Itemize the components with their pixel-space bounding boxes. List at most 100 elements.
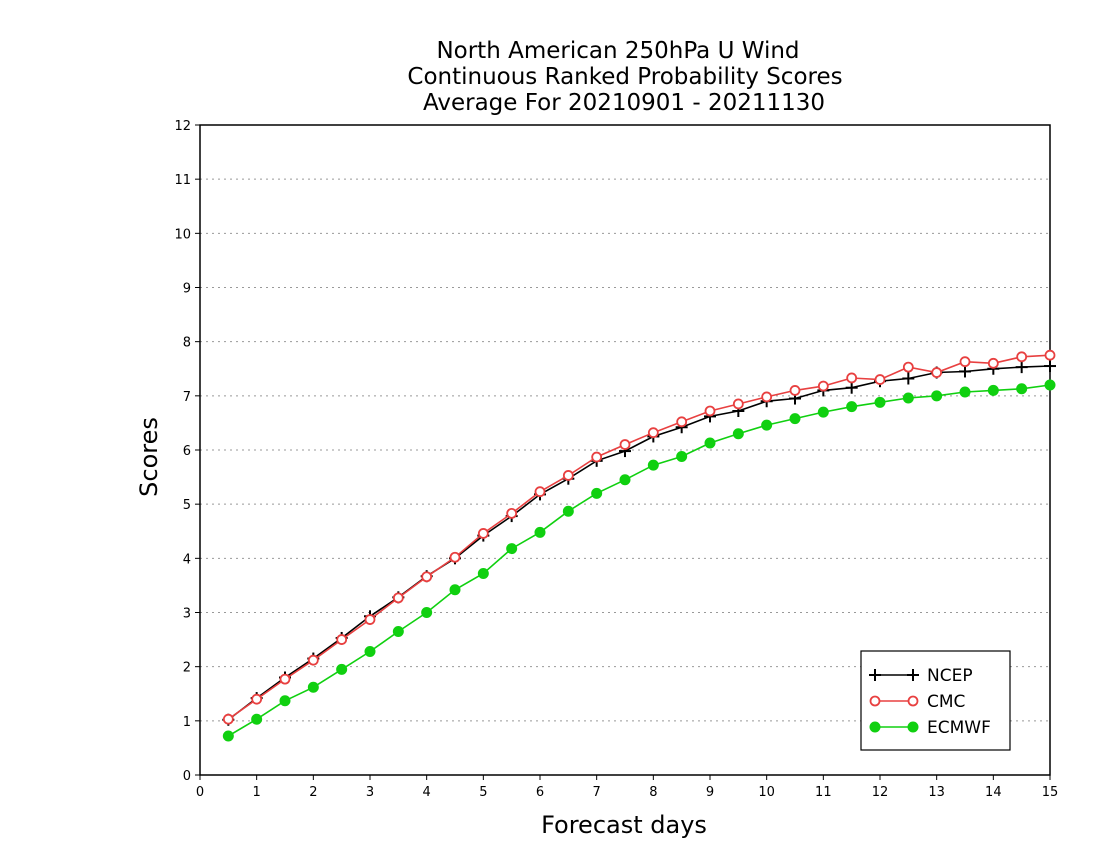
legend-marker-ncep xyxy=(907,669,919,681)
data-point-ecmwf xyxy=(874,396,886,408)
legend-marker-ecmwf xyxy=(869,721,881,733)
x-tick-label: 1 xyxy=(253,785,261,800)
x-tick-label: 10 xyxy=(758,785,775,800)
y-tick-label: 12 xyxy=(174,119,191,134)
data-point-ecmwf xyxy=(647,459,659,471)
data-point-ecmwf xyxy=(732,428,744,440)
x-tick-label: 3 xyxy=(366,785,374,800)
data-point-cmc xyxy=(251,693,263,705)
legend-marker-ecmwf xyxy=(907,721,919,733)
x-tick-label: 2 xyxy=(309,785,317,800)
series xyxy=(222,349,1056,742)
legend-label-ecmwf: ECMWF xyxy=(927,718,991,738)
data-point-ecmwf xyxy=(902,392,914,404)
data-point-cmc xyxy=(761,391,773,403)
y-tick-label: 7 xyxy=(183,390,191,405)
y-tick-label: 8 xyxy=(183,336,191,351)
y-tick-label: 9 xyxy=(183,282,191,297)
y-tick-label: 5 xyxy=(183,498,191,513)
y-tick-label: 0 xyxy=(183,769,191,784)
data-point-ncep xyxy=(959,365,971,378)
data-point-ecmwf xyxy=(392,625,404,637)
chart-title-line-1: North American 250hPa U Wind xyxy=(436,38,799,64)
data-point-cmc xyxy=(449,551,461,563)
data-point-ecmwf xyxy=(1044,379,1056,391)
x-tick-label: 0 xyxy=(196,785,204,800)
data-point-ecmwf xyxy=(421,607,433,618)
chart-title-line-2: Continuous Ranked Probability Scores xyxy=(407,64,842,90)
x-tick-label: 9 xyxy=(706,785,714,800)
data-point-ecmwf xyxy=(619,474,631,486)
data-point-cmc xyxy=(902,361,914,373)
chart-title-line-3: Average For 20210901 - 20211130 xyxy=(423,90,825,116)
legend-marker-ncep xyxy=(869,669,881,681)
y-tick-label: 1 xyxy=(183,715,191,730)
data-point-ecmwf xyxy=(307,681,319,693)
data-point-ncep xyxy=(1015,361,1028,374)
x-tick-label: 6 xyxy=(536,785,544,800)
data-point-cmc xyxy=(1044,349,1056,361)
data-point-ecmwf xyxy=(846,401,858,413)
data-point-ecmwf xyxy=(789,413,801,425)
legend-marker-cmc xyxy=(907,695,919,707)
data-point-ecmwf xyxy=(506,543,518,555)
data-point-ecmwf xyxy=(959,386,971,398)
data-point-cmc xyxy=(477,528,489,539)
legend-label-cmc: CMC xyxy=(927,692,965,712)
y-tick-label: 11 xyxy=(174,173,191,188)
data-point-cmc xyxy=(534,486,546,498)
data-point-ecmwf xyxy=(251,713,263,725)
series-cmc xyxy=(222,349,1056,725)
x-tick-label: 4 xyxy=(423,785,431,800)
data-point-cmc xyxy=(732,398,744,410)
x-axis-title: Forecast days xyxy=(541,811,707,839)
data-point-cmc xyxy=(959,356,971,368)
data-point-cmc xyxy=(704,405,716,417)
data-point-cmc xyxy=(817,380,829,392)
legend: NCEP CMC ECMWF xyxy=(860,650,1011,751)
data-point-cmc xyxy=(279,673,291,685)
data-point-ecmwf xyxy=(931,390,943,402)
data-point-ncep xyxy=(902,372,915,385)
data-point-ecmwf xyxy=(761,419,773,431)
legend-label-ncep: NCEP xyxy=(927,666,973,686)
data-point-cmc xyxy=(874,374,886,385)
data-point-cmc xyxy=(846,372,858,384)
y-tick-label: 4 xyxy=(183,552,191,567)
x-tick-label: 11 xyxy=(815,785,832,800)
x-tick-label: 12 xyxy=(872,785,889,800)
data-point-ecmwf xyxy=(336,663,348,675)
chart-title: North American 250hPa U Wind Continuous … xyxy=(407,38,842,116)
data-point-cmc xyxy=(307,654,319,666)
y-tick-label: 6 xyxy=(183,444,191,459)
data-point-cmc xyxy=(392,592,404,604)
data-point-ecmwf xyxy=(222,730,234,742)
y-tick-label: 3 xyxy=(183,607,191,622)
data-point-ecmwf xyxy=(364,646,376,657)
data-point-ecmwf xyxy=(1016,383,1028,395)
data-point-cmc xyxy=(421,571,433,583)
legend-item-ecmwf: ECMWF xyxy=(869,718,991,738)
legend-marker-cmc xyxy=(869,695,881,707)
x-tick-label: 7 xyxy=(593,785,601,800)
x-tick-label: 5 xyxy=(479,785,487,800)
data-point-ecmwf xyxy=(534,526,546,538)
data-point-cmc xyxy=(676,416,688,428)
data-point-ncep xyxy=(845,381,858,394)
data-point-cmc xyxy=(506,507,518,519)
data-point-ecmwf xyxy=(817,406,829,418)
data-point-cmc xyxy=(931,367,943,378)
data-point-cmc xyxy=(591,451,603,463)
x-tick-label: 8 xyxy=(649,785,657,800)
legend-item-ncep: NCEP xyxy=(869,666,973,686)
data-point-ecmwf xyxy=(676,451,688,462)
data-point-ecmwf xyxy=(562,505,574,517)
data-point-ecmwf xyxy=(987,384,999,396)
data-point-cmc xyxy=(1016,351,1028,363)
data-point-ncep xyxy=(1044,360,1056,373)
data-point-ecmwf xyxy=(449,584,461,596)
data-point-cmc xyxy=(987,357,999,369)
data-point-cmc xyxy=(647,427,659,439)
